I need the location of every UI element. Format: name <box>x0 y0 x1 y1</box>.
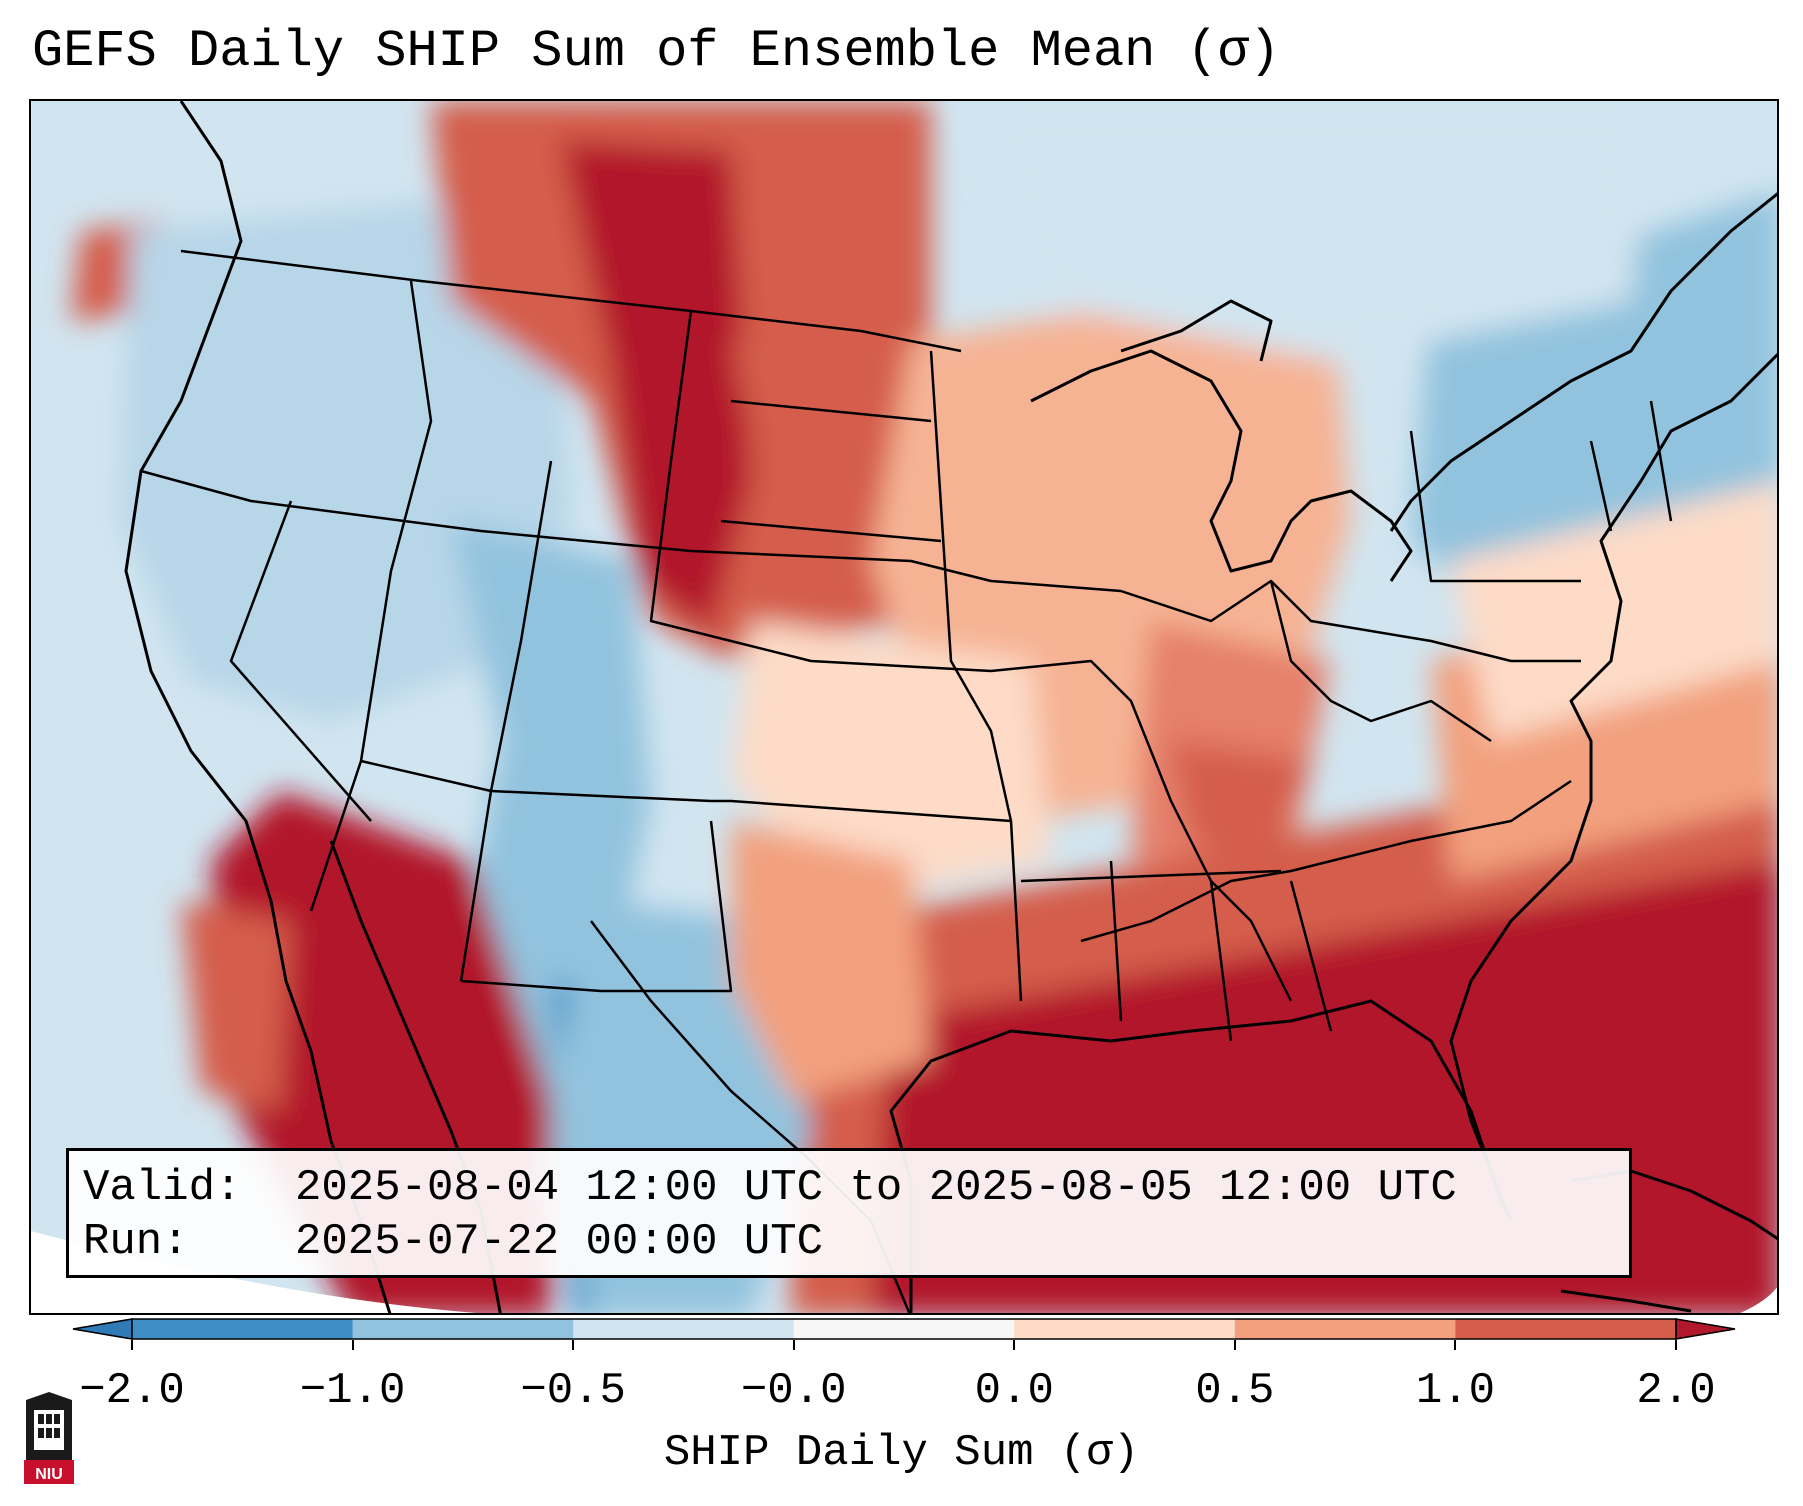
valid-label: Valid: <box>83 1163 242 1213</box>
colorbar-bin <box>132 1319 354 1339</box>
logo-text: NIU <box>35 1466 63 1483</box>
colorbar-over-extension <box>1675 1318 1736 1340</box>
colorbar-tick-mark <box>131 1340 133 1350</box>
run-label: Run: <box>83 1217 189 1267</box>
niu-logo: NIU <box>24 1392 74 1484</box>
colorbar-under-extension <box>72 1318 133 1340</box>
colorbar-tick-label: 2.0 <box>1636 1366 1716 1416</box>
valid-run-box: Valid: 2025-08-04 12:00 UTC to 2025-08-05… <box>66 1148 1632 1278</box>
valid-value: 2025-08-04 12:00 UTC to 2025-08-05 12:00… <box>295 1163 1457 1213</box>
colorbar-tick-label: 0.5 <box>1195 1366 1275 1416</box>
colorbar <box>72 1318 1736 1340</box>
colorbar-label: SHIP Daily Sum (σ) <box>663 1428 1140 1478</box>
projection-edge-right <box>1740 1287 1777 1313</box>
colorbar-ticks: −2.0 −1.0 −0.5 −0.0 0.0 0.5 1.0 2.0 <box>0 1340 1803 1416</box>
colorbar-bin <box>573 1319 795 1339</box>
map-panel <box>29 99 1779 1315</box>
colorbar-bin <box>793 1319 1015 1339</box>
colorbar-tick-mark <box>1675 1340 1677 1350</box>
run-row: Run: 2025-07-22 00:00 UTC <box>83 1215 1629 1269</box>
colorbar-frame <box>131 1318 1677 1340</box>
run-value: 2025-07-22 00:00 UTC <box>295 1217 824 1267</box>
colorbar-tick-label: −0.5 <box>520 1366 626 1416</box>
colorbar-tick-mark <box>351 1340 354 1350</box>
colorbar-tick-mark <box>1454 1340 1457 1350</box>
colorbar-bin <box>1455 1319 1677 1339</box>
colorbar-bin <box>352 1319 574 1339</box>
colorbar-tick-label: −1.0 <box>299 1366 406 1416</box>
colorbar-bin <box>1234 1319 1456 1339</box>
colorbar-bin <box>1014 1319 1236 1339</box>
colorbar-tick-mark <box>1233 1340 1236 1350</box>
ship-anomaly-map <box>31 101 1777 1313</box>
map-title: GEFS Daily SHIP Sum of Ensemble Mean (σ) <box>32 22 1281 81</box>
colorbar-tick-mark <box>792 1340 795 1350</box>
colorbar-tick-label: 0.0 <box>974 1366 1054 1416</box>
colorbar-tick-label: −2.0 <box>79 1366 185 1416</box>
colorbar-tick-label: −0.0 <box>740 1366 847 1416</box>
projection-edge <box>31 1231 477 1313</box>
colorbar-tick-mark <box>572 1340 575 1350</box>
state-borders <box>140 249 1673 1313</box>
valid-row: Valid: 2025-08-04 12:00 UTC to 2025-08-05… <box>83 1161 1629 1215</box>
anomaly-field <box>71 101 1777 1313</box>
colorbar-tick-mark <box>1013 1340 1016 1350</box>
colorbar-tick-label: 1.0 <box>1415 1366 1496 1416</box>
